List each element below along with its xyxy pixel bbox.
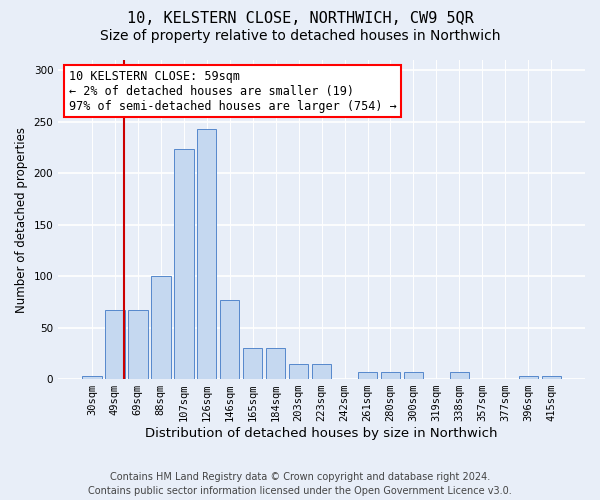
Bar bbox=[243, 348, 262, 379]
Bar bbox=[518, 376, 538, 379]
Bar bbox=[289, 364, 308, 379]
Bar bbox=[82, 376, 101, 379]
Text: Contains HM Land Registry data © Crown copyright and database right 2024.
Contai: Contains HM Land Registry data © Crown c… bbox=[88, 472, 512, 496]
X-axis label: Distribution of detached houses by size in Northwich: Distribution of detached houses by size … bbox=[145, 427, 498, 440]
Bar bbox=[266, 348, 286, 379]
Text: Size of property relative to detached houses in Northwich: Size of property relative to detached ho… bbox=[100, 29, 500, 43]
Bar bbox=[197, 129, 217, 379]
Bar bbox=[312, 364, 331, 379]
Text: 10 KELSTERN CLOSE: 59sqm
← 2% of detached houses are smaller (19)
97% of semi-de: 10 KELSTERN CLOSE: 59sqm ← 2% of detache… bbox=[69, 70, 397, 112]
Bar bbox=[105, 310, 125, 379]
Bar bbox=[174, 148, 194, 379]
Bar bbox=[128, 310, 148, 379]
Bar bbox=[404, 372, 423, 379]
Bar bbox=[220, 300, 239, 379]
Text: 10, KELSTERN CLOSE, NORTHWICH, CW9 5QR: 10, KELSTERN CLOSE, NORTHWICH, CW9 5QR bbox=[127, 11, 473, 26]
Bar bbox=[381, 372, 400, 379]
Y-axis label: Number of detached properties: Number of detached properties bbox=[15, 126, 28, 312]
Bar bbox=[542, 376, 561, 379]
Bar bbox=[151, 276, 170, 379]
Bar bbox=[449, 372, 469, 379]
Bar bbox=[358, 372, 377, 379]
